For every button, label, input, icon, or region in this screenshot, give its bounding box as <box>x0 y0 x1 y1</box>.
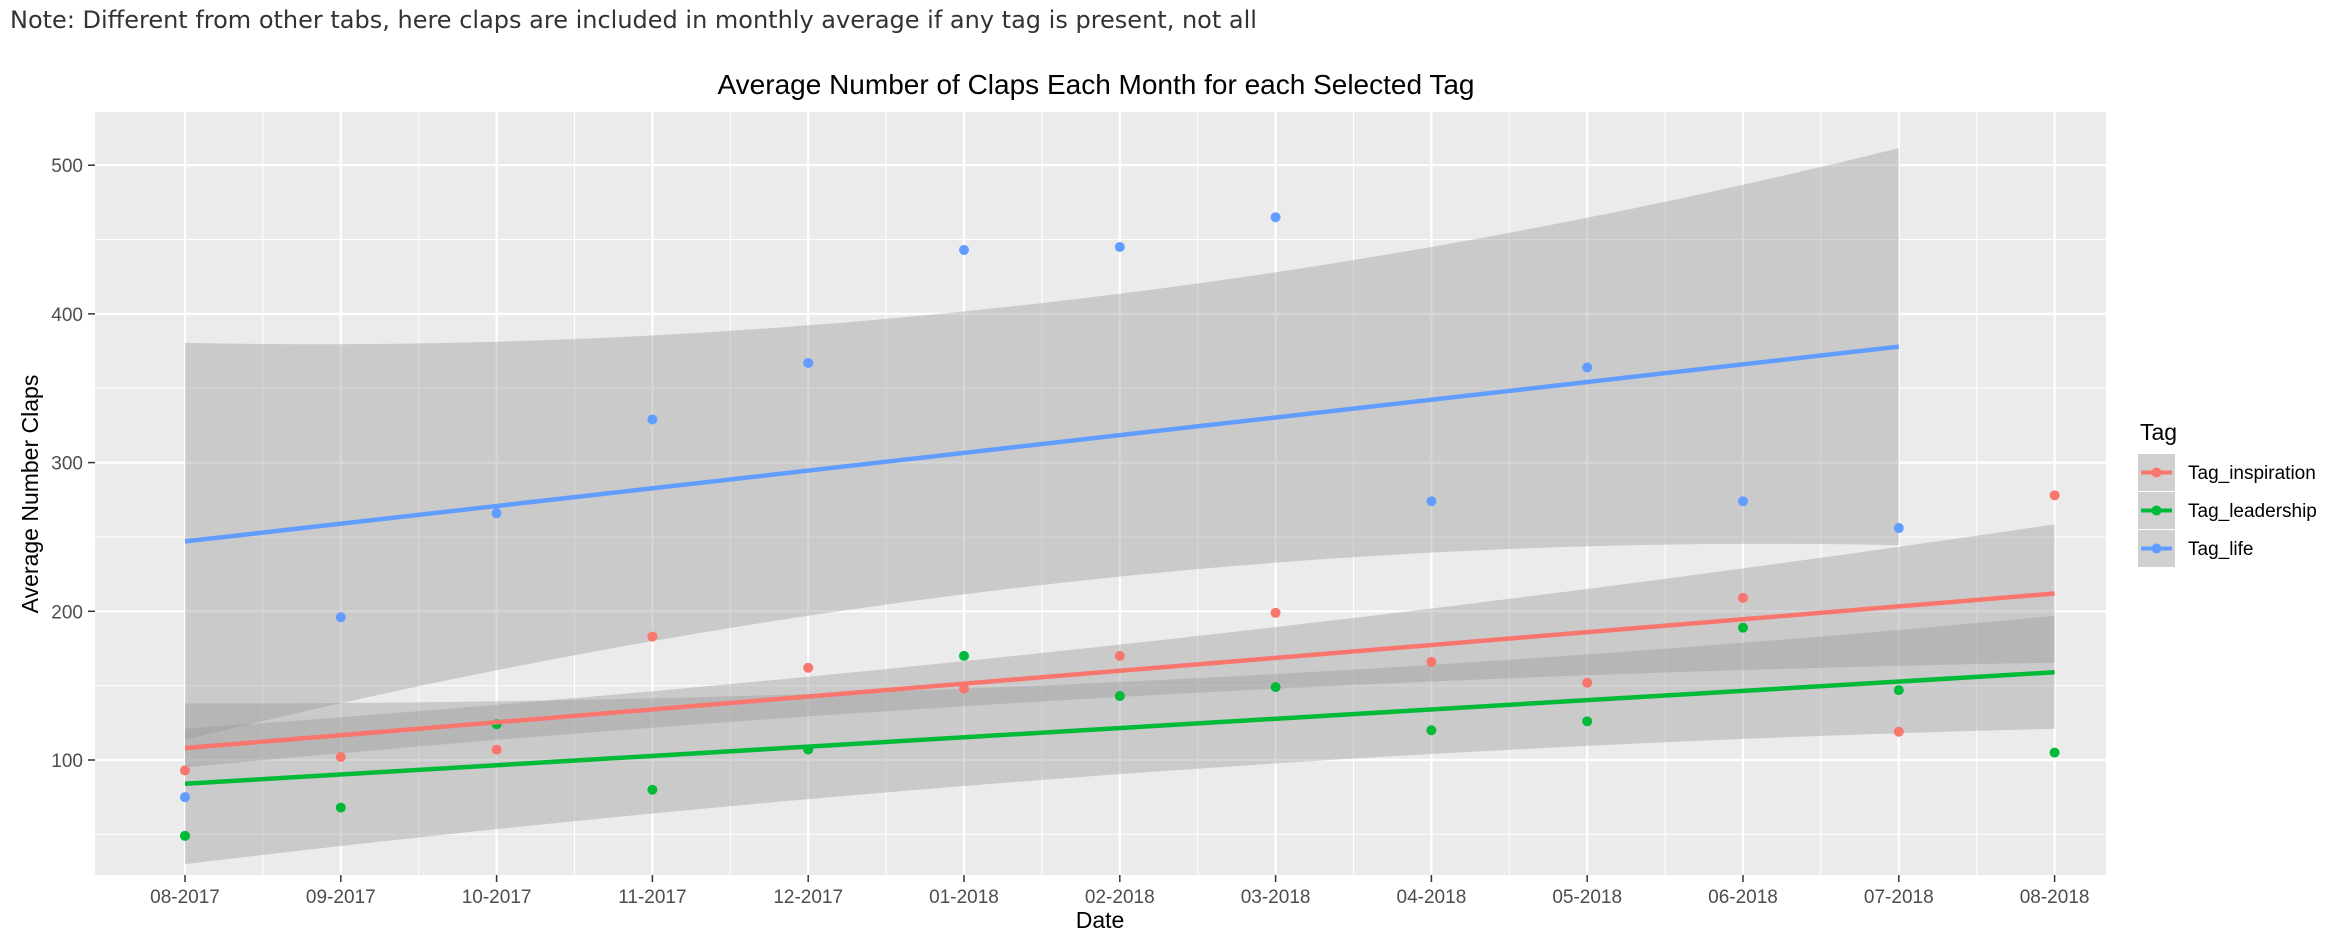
legend: Tag Tag_inspiration Tag_leadership Tag_lif… <box>2138 419 2317 567</box>
point-Tag_life <box>959 244 969 255</box>
trend-line-Tag_inspiration <box>184 591 2055 751</box>
point-Tag_inspiration <box>1738 592 1748 603</box>
trend-line-Tag_leadership <box>184 670 2055 787</box>
point-Tag_inspiration <box>180 765 190 776</box>
x-tick-label: 07-2018 <box>1864 887 1934 908</box>
legend-label-Tag_life: Tag_life <box>2188 539 2254 560</box>
point-Tag_leadership <box>2049 747 2060 758</box>
x-tick-label: 04-2018 <box>1397 887 1467 908</box>
y-tick-label: 200 <box>51 602 83 623</box>
x-tick-label: 12-2017 <box>773 887 843 908</box>
y-axis-ticks: 100 200 300 400 500 <box>51 156 95 772</box>
chart-title: Average Number of Claps Each Month for e… <box>718 69 1475 100</box>
grid-minor <box>95 112 2106 875</box>
x-tick-label: 09-2017 <box>306 887 376 908</box>
trend-lines <box>184 344 2055 787</box>
point-Tag_life <box>180 792 190 803</box>
x-tick-label: 03-2018 <box>1241 887 1311 908</box>
y-tick-label: 500 <box>51 156 83 177</box>
x-tick-label: 02-2018 <box>1085 887 1155 908</box>
x-tick-label: 10-2017 <box>462 887 532 908</box>
x-tick-label: 01-2018 <box>929 887 999 908</box>
point-Tag_life <box>1270 212 1281 223</box>
point-Tag_leadership <box>1270 682 1281 693</box>
point-Tag_life <box>1738 496 1748 507</box>
x-axis-title: Date <box>1076 907 1125 933</box>
point-Tag_life <box>647 414 658 425</box>
point-Tag_life <box>1114 241 1125 252</box>
point-Tag_leadership <box>1114 691 1125 702</box>
point-Tag_life <box>335 612 346 623</box>
x-tick-label: 11-2017 <box>618 887 686 908</box>
y-tick-label: 100 <box>51 751 83 772</box>
trend-line-Tag_life <box>184 344 1900 544</box>
y-tick-label: 400 <box>51 305 83 326</box>
confidence-band-Tag_inspiration <box>185 524 2055 768</box>
legend-title: Tag <box>2140 419 2177 445</box>
x-axis-ticks: 08-2017 09-2017 10-2017 11-2017 12-2017 01-20… <box>150 875 2089 908</box>
point-Tag_leadership <box>1738 622 1748 633</box>
point-Tag_inspiration <box>1893 726 1904 737</box>
point-Tag_leadership <box>959 650 969 661</box>
data-points <box>180 212 2060 841</box>
y-axis-title: Average Number Claps <box>17 375 43 614</box>
point-Tag_leadership <box>1893 685 1904 696</box>
point-Tag_leadership <box>1426 725 1437 736</box>
point-Tag_life <box>1582 362 1593 373</box>
point-Tag_leadership <box>647 784 658 795</box>
point-Tag_inspiration <box>1270 607 1281 618</box>
point-Tag_inspiration <box>1114 650 1125 661</box>
point-Tag_inspiration <box>803 662 814 673</box>
legend-label-Tag_leadership: Tag_leadership <box>2188 501 2317 522</box>
point-Tag_life <box>1893 523 1904 534</box>
point-Tag_leadership <box>335 802 346 813</box>
point-Tag_life <box>803 357 814 368</box>
x-tick-label: 08-2017 <box>150 887 220 908</box>
x-tick-label: 06-2018 <box>1708 887 1778 908</box>
legend-label-Tag_inspiration: Tag_inspiration <box>2188 463 2316 484</box>
note-text: Note: Different from other tabs, here cl… <box>10 6 1257 34</box>
x-tick-label: 05-2018 <box>1552 887 1622 908</box>
point-Tag_inspiration <box>335 752 346 763</box>
point-Tag_life <box>1426 496 1437 507</box>
legend-point-Tag_inspiration <box>2151 467 2162 478</box>
point-Tag_leadership <box>1582 716 1593 727</box>
point-Tag_inspiration <box>491 744 502 755</box>
y-tick-label: 300 <box>51 454 83 475</box>
point-Tag_inspiration <box>1582 677 1593 688</box>
point-Tag_leadership <box>180 830 190 841</box>
point-Tag_life <box>491 508 502 519</box>
point-Tag_inspiration <box>647 631 658 642</box>
point-Tag_inspiration <box>1426 656 1437 667</box>
legend-point-Tag_leadership <box>2151 505 2162 516</box>
x-tick-label: 08-2018 <box>2020 887 2090 908</box>
point-Tag_inspiration <box>2049 490 2060 501</box>
legend-point-Tag_life <box>2151 543 2162 554</box>
